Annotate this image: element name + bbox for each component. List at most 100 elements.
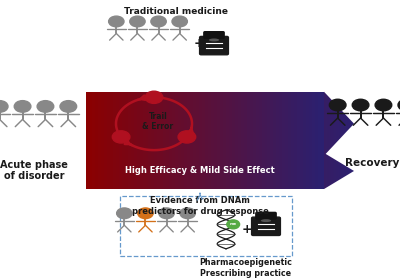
- Bar: [205, 92, 208, 156]
- Polygon shape: [335, 103, 336, 144]
- FancyBboxPatch shape: [252, 217, 280, 235]
- Bar: [256, 92, 259, 156]
- Polygon shape: [352, 121, 353, 126]
- Bar: [116, 153, 119, 189]
- Polygon shape: [351, 120, 352, 127]
- Circle shape: [145, 91, 163, 103]
- Polygon shape: [324, 92, 325, 156]
- Bar: [315, 153, 318, 189]
- Bar: [294, 92, 298, 156]
- Bar: [279, 153, 283, 189]
- Polygon shape: [331, 157, 332, 185]
- Bar: [131, 153, 134, 189]
- Text: High Efficacy & Mild Side Effect: High Efficacy & Mild Side Effect: [125, 167, 275, 175]
- Bar: [321, 92, 324, 156]
- Bar: [312, 92, 316, 156]
- FancyBboxPatch shape: [256, 212, 276, 219]
- Bar: [181, 92, 184, 156]
- Bar: [110, 92, 113, 156]
- Bar: [309, 153, 312, 189]
- Text: Traditional medicine: Traditional medicine: [124, 7, 228, 16]
- Polygon shape: [328, 96, 329, 152]
- Bar: [297, 153, 301, 189]
- Text: Acute phase
of disorder: Acute phase of disorder: [0, 160, 68, 182]
- Bar: [238, 153, 241, 189]
- Polygon shape: [342, 164, 343, 178]
- Bar: [247, 153, 250, 189]
- Polygon shape: [349, 168, 350, 174]
- Bar: [274, 153, 277, 189]
- Bar: [300, 153, 304, 189]
- Bar: [178, 92, 182, 156]
- Circle shape: [60, 101, 77, 112]
- Bar: [184, 92, 188, 156]
- Bar: [104, 92, 107, 156]
- Text: me: me: [230, 222, 237, 226]
- Bar: [208, 92, 211, 156]
- Polygon shape: [335, 160, 336, 182]
- Polygon shape: [348, 167, 349, 175]
- Bar: [113, 153, 116, 189]
- Bar: [232, 153, 235, 189]
- Bar: [169, 153, 173, 189]
- Bar: [202, 153, 206, 189]
- Polygon shape: [348, 117, 349, 130]
- Bar: [226, 92, 229, 156]
- Polygon shape: [329, 156, 330, 186]
- Bar: [262, 153, 265, 189]
- Bar: [303, 92, 306, 156]
- Bar: [98, 92, 101, 156]
- Bar: [318, 153, 322, 189]
- Bar: [264, 153, 268, 189]
- Bar: [202, 92, 206, 156]
- Text: Recovery: Recovery: [345, 158, 399, 168]
- Bar: [136, 92, 140, 156]
- Polygon shape: [345, 114, 346, 133]
- Circle shape: [138, 208, 153, 219]
- Ellipse shape: [209, 38, 219, 41]
- Bar: [193, 92, 196, 156]
- Bar: [214, 153, 217, 189]
- Bar: [101, 153, 104, 189]
- Bar: [119, 153, 122, 189]
- Circle shape: [398, 99, 400, 111]
- Bar: [122, 153, 125, 189]
- Bar: [199, 153, 202, 189]
- Circle shape: [112, 131, 130, 143]
- Bar: [116, 92, 119, 156]
- Polygon shape: [347, 167, 348, 175]
- Bar: [128, 92, 131, 156]
- Bar: [270, 92, 274, 156]
- FancyBboxPatch shape: [200, 36, 228, 55]
- Polygon shape: [349, 118, 350, 129]
- Polygon shape: [353, 123, 354, 125]
- Bar: [294, 153, 298, 189]
- Bar: [244, 153, 247, 189]
- Bar: [154, 92, 158, 156]
- Polygon shape: [341, 110, 342, 138]
- Circle shape: [109, 16, 124, 27]
- Bar: [142, 92, 146, 156]
- Polygon shape: [332, 100, 333, 147]
- Bar: [95, 92, 98, 156]
- Polygon shape: [330, 98, 331, 149]
- Polygon shape: [353, 170, 354, 172]
- Polygon shape: [344, 113, 345, 134]
- Polygon shape: [329, 97, 330, 150]
- Circle shape: [329, 99, 346, 111]
- Bar: [148, 153, 152, 189]
- Polygon shape: [346, 166, 347, 176]
- Polygon shape: [351, 169, 352, 173]
- Bar: [152, 153, 155, 189]
- Polygon shape: [352, 170, 353, 172]
- Polygon shape: [336, 160, 337, 182]
- Bar: [235, 153, 238, 189]
- Polygon shape: [328, 155, 329, 187]
- Bar: [175, 92, 179, 156]
- Bar: [146, 92, 149, 156]
- Circle shape: [352, 99, 369, 111]
- Polygon shape: [342, 111, 343, 136]
- Bar: [291, 92, 295, 156]
- Bar: [86, 92, 89, 156]
- Bar: [184, 153, 188, 189]
